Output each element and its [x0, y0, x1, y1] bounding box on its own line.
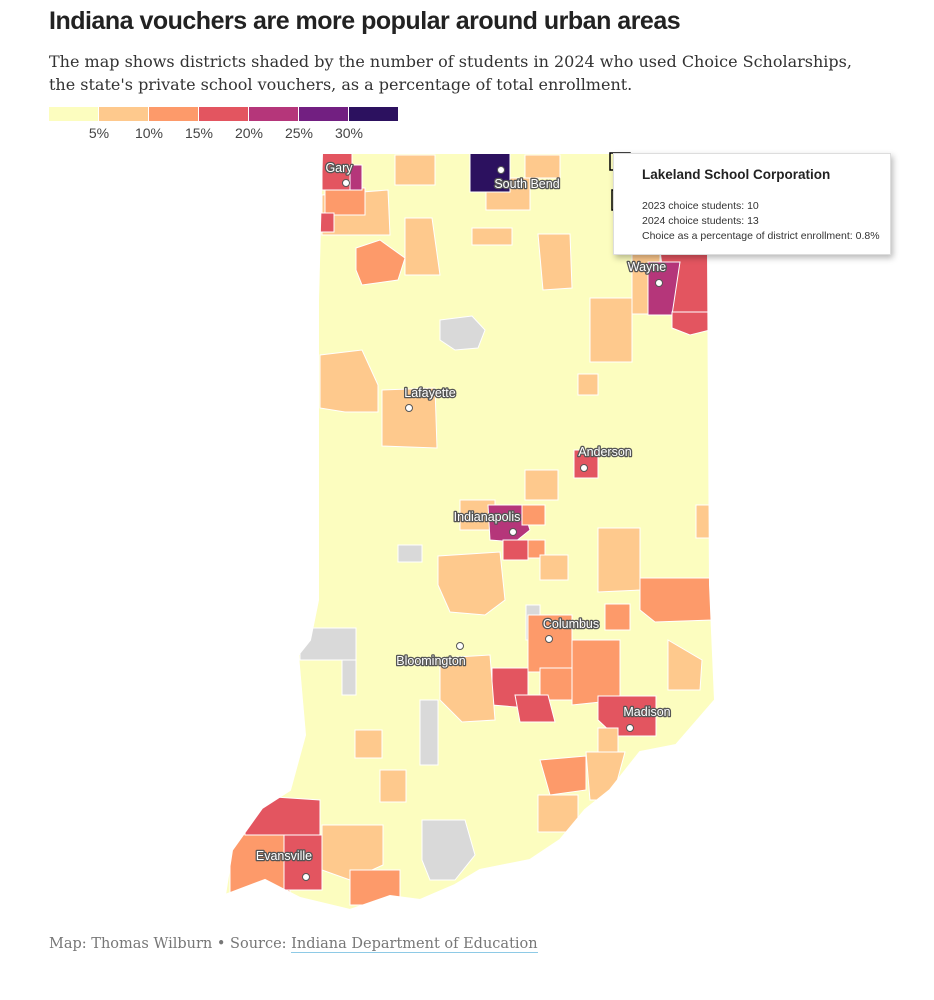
page-subtitle: The map shows districts shaded by the nu…: [49, 52, 852, 94]
city-label: South Bend: [494, 177, 559, 191]
legend-swatch: [299, 107, 348, 121]
city-label: Columbus: [543, 617, 599, 631]
district-shape[interactable]: [437, 551, 506, 616]
district-shape[interactable]: [469, 153, 511, 193]
district-shape[interactable]: [471, 227, 513, 246]
district-shape[interactable]: [524, 154, 561, 179]
district-shape[interactable]: [539, 554, 569, 581]
legend-label: 30%: [334, 125, 364, 141]
city-markers: Gary South Bend Wayne Lafayette Anderson…: [255, 160, 672, 881]
indiana-district-map[interactable]: Gary South Bend Wayne Lafayette Anderson…: [0, 140, 934, 920]
legend-swatch: [49, 107, 98, 121]
district-shape[interactable]: [589, 297, 633, 363]
tooltip-2023-students: 2023 choice students: 10: [642, 200, 759, 212]
district-shape[interactable]: [604, 603, 631, 631]
city-label: Indianapolis: [454, 510, 521, 524]
district-shape[interactable]: [283, 834, 323, 891]
district-shape[interactable]: [421, 819, 476, 881]
legend-swatch: [99, 107, 148, 121]
district-shape[interactable]: [349, 869, 401, 906]
district-shape[interactable]: [354, 729, 383, 759]
legend-label: 5%: [88, 125, 110, 141]
legend-labels: 5% 10% 15% 20% 25% 30%: [49, 125, 409, 145]
district-shape[interactable]: [379, 769, 407, 803]
district-shape[interactable]: [404, 217, 441, 276]
district-shape[interactable]: [349, 164, 363, 191]
district-shape[interactable]: [597, 695, 657, 737]
district-shape[interactable]: [319, 349, 379, 413]
district-shape[interactable]: [577, 373, 599, 396]
district-shape[interactable]: [487, 504, 531, 543]
district-shape[interactable]: [597, 727, 619, 756]
district-shape[interactable]: [397, 544, 423, 563]
district-shape[interactable]: [319, 212, 335, 233]
legend-swatch: [149, 107, 198, 121]
legend-label: 20%: [234, 125, 264, 141]
legend-label: 15%: [184, 125, 214, 141]
legend-swatch: [199, 107, 248, 121]
district-shape[interactable]: [514, 694, 556, 723]
map-credit: Map: Thomas Wilburn • Source: Indiana De…: [49, 936, 538, 953]
district-shape[interactable]: [341, 659, 357, 696]
district-shape[interactable]: [355, 239, 406, 286]
tooltip-2024-students: 2024 choice students: 13: [642, 215, 759, 227]
district-shape[interactable]: [381, 387, 438, 449]
district-shape[interactable]: [394, 154, 436, 186]
district-shape[interactable]: [524, 469, 559, 501]
city-label: Madison: [623, 705, 670, 719]
legend-label: 10%: [134, 125, 164, 141]
city-label: Gary: [325, 161, 353, 175]
district-shape[interactable]: [299, 627, 357, 661]
state-outline: [223, 152, 717, 912]
city-label: Wayne: [628, 260, 666, 274]
legend-swatch: [249, 107, 298, 121]
page-title: Indiana vouchers are more popular around…: [49, 7, 681, 35]
district-tooltip: Lakeland School Corporation 2023 choice …: [613, 153, 891, 255]
credit-text: Map: Thomas Wilburn • Source:: [49, 936, 292, 952]
district-shape[interactable]: [521, 504, 546, 526]
city-label: Lafayette: [404, 386, 455, 400]
district-shape[interactable]: [597, 527, 641, 593]
legend-swatch: [349, 107, 398, 121]
district-shape[interactable]: [539, 667, 573, 701]
city-label: Evansville: [256, 849, 312, 863]
district-shape[interactable]: [439, 654, 496, 723]
city-label: Anderson: [578, 445, 632, 459]
district-shape[interactable]: [537, 233, 573, 291]
district-shape[interactable]: [502, 539, 529, 561]
district-shape[interactable]: [573, 449, 599, 479]
city-label: Bloomington: [396, 654, 466, 668]
color-legend: [49, 107, 399, 121]
district-shape[interactable]: [667, 639, 703, 691]
district-shape[interactable]: [324, 187, 366, 216]
district-shape[interactable]: [539, 755, 587, 796]
tooltip-title: Lakeland School Corporation: [642, 167, 831, 182]
district-shape[interactable]: [639, 577, 713, 623]
legend-label: 25%: [284, 125, 314, 141]
tooltip-choice-percentage: Choice as a percentage of district enrol…: [642, 230, 880, 242]
district-shape[interactable]: [419, 699, 439, 766]
district-shape[interactable]: [671, 311, 711, 336]
district-shape[interactable]: [571, 639, 621, 706]
district-shape[interactable]: [439, 315, 486, 351]
source-link[interactable]: Indiana Department of Education: [291, 936, 538, 953]
district-shape[interactable]: [695, 504, 711, 539]
district-polygons[interactable]: [229, 153, 713, 906]
